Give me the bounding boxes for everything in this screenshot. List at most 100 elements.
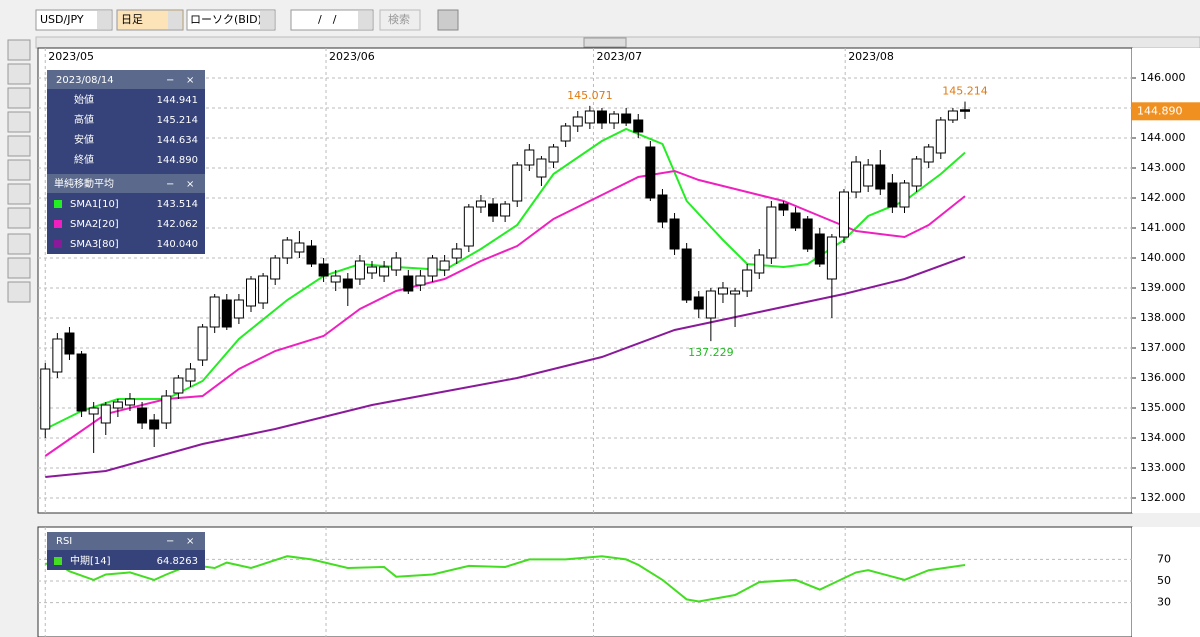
rsi-title: RSI bbox=[56, 536, 72, 547]
candle-body bbox=[887, 182, 898, 208]
candle-body bbox=[52, 338, 63, 373]
candle-body bbox=[258, 275, 269, 304]
candle-body bbox=[669, 218, 680, 250]
candle-body bbox=[923, 146, 934, 163]
period-select[interactable] bbox=[116, 9, 184, 31]
y-tick-label: 144.000 bbox=[1140, 131, 1186, 144]
panel-header bbox=[47, 70, 205, 89]
candle-body bbox=[173, 377, 184, 394]
tool-button[interactable] bbox=[7, 39, 31, 61]
chart-kind-select[interactable] bbox=[186, 9, 276, 31]
candle-body bbox=[512, 164, 523, 202]
collapse-button[interactable] bbox=[583, 37, 627, 48]
tool-button[interactable] bbox=[7, 87, 31, 109]
candle-body bbox=[500, 203, 511, 217]
price-axis bbox=[1132, 48, 1200, 513]
rsi-plot bbox=[37, 526, 1133, 637]
y-tick-label: 143.000 bbox=[1140, 161, 1186, 174]
info-button[interactable] bbox=[437, 9, 459, 31]
tool-button[interactable] bbox=[7, 135, 31, 157]
legend-value: 140.040 bbox=[157, 239, 198, 250]
candle-body bbox=[391, 257, 402, 271]
dropdown-button[interactable] bbox=[358, 11, 372, 29]
info-label: 始値 bbox=[74, 93, 94, 106]
legend-swatch bbox=[54, 200, 62, 208]
legend-name: 中期[14] bbox=[70, 554, 111, 567]
legend-panels: 2023/08/14 − × 単純移動平均 − × RSI − × 始値 144.… bbox=[47, 70, 205, 570]
candle-body bbox=[149, 419, 160, 430]
candle-body bbox=[76, 353, 87, 412]
candle-body bbox=[754, 254, 765, 274]
tool-button[interactable] bbox=[7, 111, 31, 133]
candle-body bbox=[185, 368, 196, 382]
minimize[interactable]: − bbox=[166, 179, 174, 190]
candle-body bbox=[524, 149, 535, 166]
minimize[interactable]: − bbox=[166, 75, 174, 86]
chart-layer: 132.000 133.000 134.000 135.000 136.000 137.0… bbox=[38, 48, 1200, 637]
candle-body bbox=[790, 212, 801, 229]
y-tick-label: 140.000 bbox=[1140, 251, 1186, 264]
info-label: 終値 bbox=[74, 153, 94, 166]
tool-button[interactable] bbox=[7, 159, 31, 181]
legend-name: SMA1[10] bbox=[70, 199, 119, 210]
tool-button[interactable] bbox=[7, 207, 31, 229]
tool-button[interactable] bbox=[7, 281, 31, 303]
candle-body bbox=[221, 299, 232, 328]
date-input[interactable] bbox=[290, 9, 374, 31]
y-tick-label: 133.000 bbox=[1140, 461, 1186, 474]
close[interactable]: × bbox=[186, 75, 194, 86]
series-line bbox=[45, 255, 966, 478]
search-button[interactable] bbox=[379, 9, 421, 31]
candle-body bbox=[935, 119, 946, 154]
candle-body bbox=[124, 398, 135, 406]
candle-body bbox=[645, 146, 656, 199]
candle-body bbox=[730, 290, 741, 295]
candle-body bbox=[609, 113, 620, 124]
rsi-axis bbox=[1132, 527, 1200, 637]
close[interactable]: × bbox=[186, 536, 194, 547]
legend-swatch bbox=[54, 240, 62, 248]
date: / / bbox=[318, 13, 337, 26]
candle-body bbox=[947, 110, 958, 121]
panel-header bbox=[47, 532, 205, 550]
tool-button[interactable] bbox=[7, 183, 31, 205]
dropdown-button[interactable] bbox=[97, 11, 111, 29]
candle-body bbox=[633, 119, 644, 133]
candle-body bbox=[560, 125, 571, 142]
tool-button[interactable] bbox=[7, 63, 31, 85]
symbol-select[interactable] bbox=[35, 9, 113, 31]
legend-name: SMA2[20] bbox=[70, 219, 119, 230]
candle-body bbox=[354, 260, 365, 280]
info-value: 144.634 bbox=[157, 135, 198, 146]
dropdown-button[interactable] bbox=[168, 11, 182, 29]
candle-body bbox=[197, 326, 208, 361]
candle-body bbox=[282, 239, 293, 259]
candle-body bbox=[621, 113, 632, 124]
tool-button[interactable] bbox=[7, 257, 31, 279]
candle-body bbox=[209, 296, 220, 328]
candle-body bbox=[475, 200, 486, 208]
candle-body bbox=[838, 191, 849, 238]
tool-column bbox=[7, 39, 31, 303]
candle-body bbox=[427, 257, 438, 277]
minimize[interactable]: − bbox=[166, 536, 174, 547]
y-tick-label: 132.000 bbox=[1140, 491, 1186, 504]
candle-body bbox=[233, 299, 244, 319]
y-tick-label: 134.000 bbox=[1140, 431, 1186, 444]
info-value: 145.214 bbox=[157, 115, 198, 126]
toolbar: USD/JPY 日足 ローソク(BID) / / 検索 bbox=[35, 9, 459, 31]
candle-body bbox=[657, 194, 668, 223]
annotation: 145.214 bbox=[942, 85, 988, 98]
candle-body bbox=[778, 203, 789, 211]
candle-body bbox=[270, 257, 281, 280]
dropdown-button[interactable] bbox=[260, 11, 274, 29]
candle-body bbox=[814, 233, 825, 265]
tool-button[interactable] bbox=[7, 233, 31, 255]
close[interactable]: × bbox=[186, 179, 194, 190]
candle-body bbox=[911, 158, 922, 187]
candle-body bbox=[330, 275, 341, 283]
y-tick-label: 70 bbox=[1157, 552, 1171, 565]
y-tick-label: 135.000 bbox=[1140, 401, 1186, 414]
candle-body bbox=[112, 401, 123, 409]
